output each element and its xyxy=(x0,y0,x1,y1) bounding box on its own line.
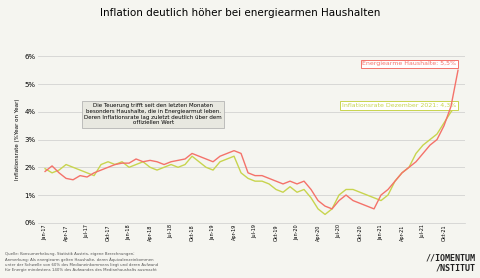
Text: Die Teuerung trifft seit den letzten Monaten
besonders Haushalte, die in Energie: Die Teuerung trifft seit den letzten Mon… xyxy=(84,103,222,125)
Y-axis label: Inflationsrate (%Year on Year): Inflationsrate (%Year on Year) xyxy=(15,99,20,180)
Text: Quelle: Konsumerhebung, Statistik Austria, eigene Berechnungen;
Anmerkung: Als e: Quelle: Konsumerhebung, Statistik Austri… xyxy=(5,252,158,272)
Text: Inflationsrate Dezember 2021: 4,3%: Inflationsrate Dezember 2021: 4,3% xyxy=(342,103,456,108)
Text: //IOMENTUM
/NSTITUT: //IOMENTUM /NSTITUT xyxy=(425,253,475,272)
Text: Energiearme Haushalte: 5,5%: Energiearme Haushalte: 5,5% xyxy=(362,61,456,66)
Text: Inflation deutlich höher bei energiearmen Haushalten: Inflation deutlich höher bei energiearme… xyxy=(100,8,380,18)
